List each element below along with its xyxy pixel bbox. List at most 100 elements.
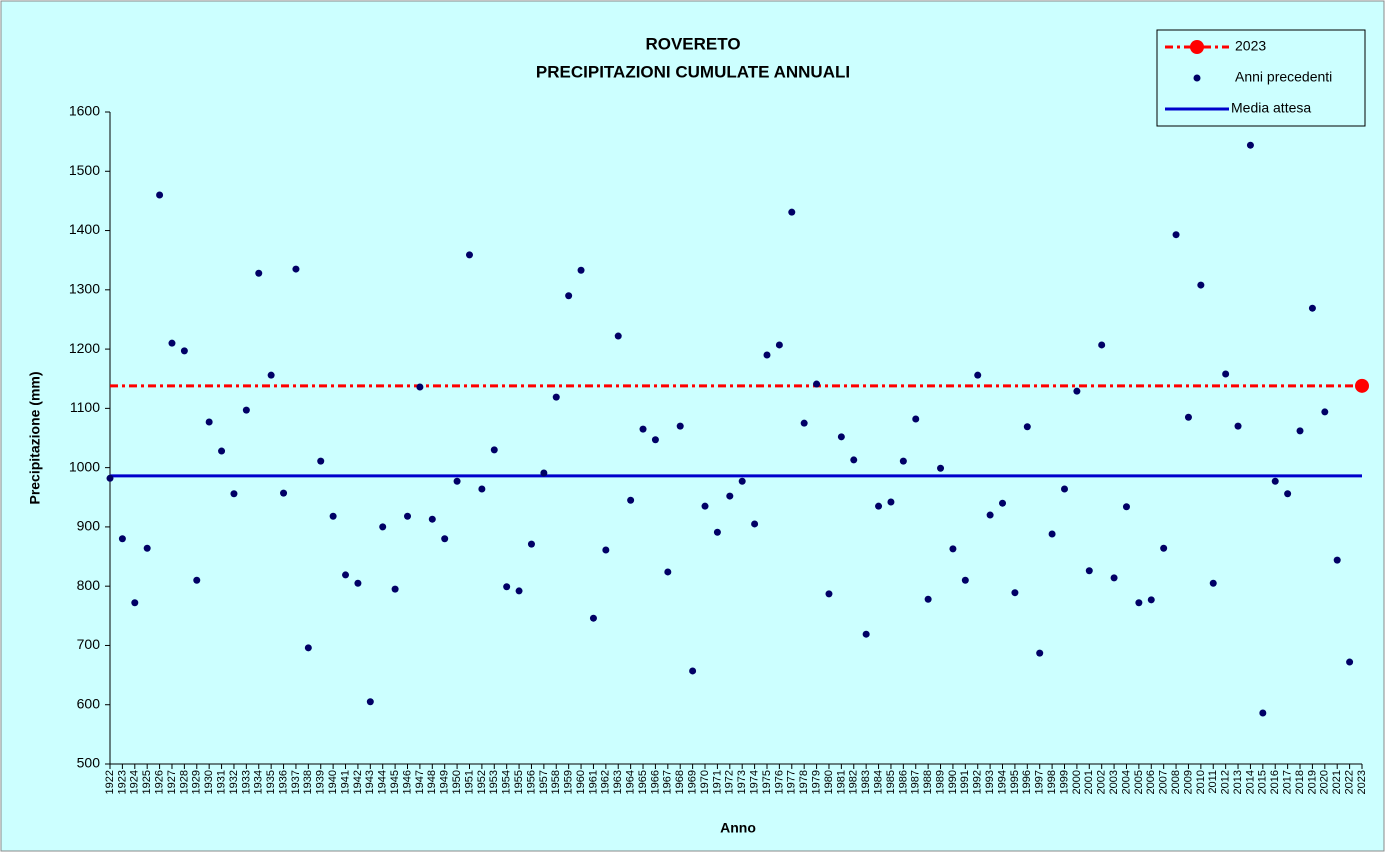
x-tick-label: 1946 [401,770,413,794]
point [428,515,436,523]
point [738,477,746,485]
x-tick-label: 1956 [525,770,537,794]
point [1184,413,1192,421]
y-tick-label: 900 [77,518,101,534]
point [701,502,709,510]
point [131,599,139,607]
x-tick-label: 2005 [1133,770,1145,794]
x-tick-label: 1965 [637,770,649,794]
legend-swatch [1193,74,1201,82]
x-tick-label: 1960 [575,770,587,794]
x-tick-label: 1991 [959,770,971,794]
current-year-point [1355,378,1369,393]
x-tick-label: 2009 [1182,770,1194,794]
y-tick-label: 1100 [70,399,100,415]
x-tick-label: 1982 [848,770,860,794]
x-tick-label: 1979 [810,770,822,794]
x-tick-label: 2018 [1294,770,1306,794]
point [1110,574,1118,582]
point [143,544,151,552]
point [1172,231,1180,239]
y-tick-label: 1400 [69,221,100,237]
point [1135,599,1143,607]
y-tick-label: 1600 [69,103,100,119]
x-tick-label: 2001 [1083,770,1095,794]
point [825,590,833,598]
x-tick-label: 2021 [1331,770,1343,794]
point [515,587,523,595]
x-tick-label: 2023 [1356,770,1368,794]
x-tick-label: 1923 [116,770,128,794]
point [577,266,585,274]
point [614,332,622,340]
x-tick-label: 1999 [1058,770,1070,794]
legend-label: 2023 [1235,38,1266,54]
x-tick-label: 1936 [277,770,289,794]
y-tick-label: 600 [77,695,101,711]
x-tick-label: 2011 [1207,770,1219,794]
point [937,464,945,472]
point [1333,556,1341,564]
x-tick-label: 1934 [253,770,265,794]
x-tick-label: 1961 [587,770,599,794]
y-tick-label: 1300 [69,281,100,297]
point [1073,387,1081,395]
point [527,540,535,548]
x-tick-label: 1943 [364,770,376,794]
point [887,498,895,506]
point [1197,281,1205,289]
point [453,477,461,485]
point [1011,589,1019,597]
point [961,576,969,584]
point [329,512,337,520]
x-tick-label: 1977 [786,770,798,794]
point [726,492,734,500]
y-tick-label: 800 [77,577,101,593]
y-tick-label: 1000 [69,458,100,474]
x-tick-label: 1926 [153,770,165,794]
point [589,614,597,622]
point [1036,649,1044,657]
point [304,644,312,652]
y-tick-label: 700 [77,636,101,652]
x-tick-label: 2015 [1257,770,1269,794]
x-tick-label: 1935 [265,770,277,794]
point [1222,370,1230,378]
x-tick-label: 2000 [1071,770,1083,794]
x-tick-label: 1974 [749,770,761,794]
point [1209,579,1217,587]
x-tick-label: 1995 [1009,770,1021,794]
x-tick-label: 1983 [860,770,872,794]
x-tick-label: 1959 [563,770,575,794]
x-tick-label: 2007 [1158,770,1170,794]
point [862,630,870,638]
point [490,446,498,454]
point [366,698,374,706]
x-tick-label: 1958 [550,770,562,794]
chart-title: ROVERETO [645,34,740,53]
point [218,447,226,455]
y-tick-label: 1200 [69,340,100,356]
y-tick-label: 1500 [69,162,100,178]
point [1122,503,1130,511]
point [1023,423,1031,431]
x-tick-label: 2003 [1108,770,1120,794]
point [1321,408,1329,416]
x-tick-label: 2012 [1220,770,1232,794]
x-tick-label: 1968 [674,770,686,794]
x-tick-label: 1997 [1034,770,1046,794]
point [193,576,201,584]
x-tick-label: 1937 [290,770,302,794]
x-tick-label: 1947 [414,770,426,794]
x-tick-label: 1932 [228,770,240,794]
point [379,523,387,531]
x-tick-label: 1989 [934,770,946,794]
point [1048,530,1056,538]
x-tick-label: 1998 [1046,770,1058,794]
x-tick-label: 2019 [1306,770,1318,794]
point [180,347,188,355]
point [751,520,759,528]
x-tick-label: 1978 [798,770,810,794]
x-tick-label: 1933 [240,770,252,794]
x-tick-label: 1953 [488,770,500,794]
